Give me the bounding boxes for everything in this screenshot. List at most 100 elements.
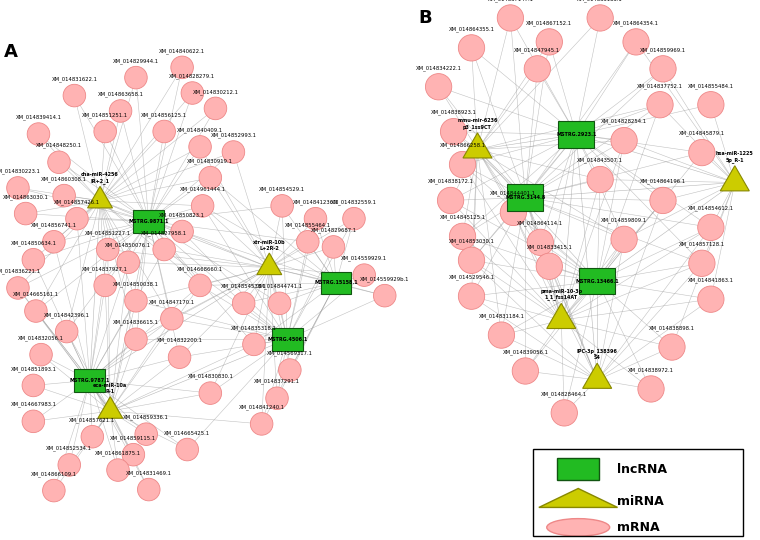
Text: XM_014857128.1: XM_014857128.1 xyxy=(679,241,725,247)
FancyBboxPatch shape xyxy=(74,369,105,392)
Circle shape xyxy=(689,139,715,166)
Text: XM_014665425.1: XM_014665425.1 xyxy=(164,430,211,436)
Text: XM_014855484.1: XM_014855484.1 xyxy=(688,83,734,89)
Text: MSTRG.9787.1: MSTRG.9787.1 xyxy=(70,378,110,383)
Circle shape xyxy=(279,359,301,381)
Text: XM_014836221.1: XM_014836221.1 xyxy=(0,268,41,274)
Text: XM_014850823.1: XM_014850823.1 xyxy=(159,212,205,218)
Text: XM_014866109.1: XM_014866109.1 xyxy=(31,471,77,477)
Text: MSTRG.15158.1: MSTRG.15158.1 xyxy=(314,280,358,285)
FancyBboxPatch shape xyxy=(134,210,164,233)
Text: XM_014859969.1: XM_014859969.1 xyxy=(640,47,686,53)
Text: XM_014851227.1: XM_014851227.1 xyxy=(84,230,131,235)
Text: XM_014857621.1: XM_014857621.1 xyxy=(69,417,116,423)
Circle shape xyxy=(199,382,222,404)
Circle shape xyxy=(65,207,88,230)
Text: XM_014837752.1: XM_014837752.1 xyxy=(637,83,683,89)
Circle shape xyxy=(689,250,715,276)
FancyBboxPatch shape xyxy=(272,328,302,350)
Circle shape xyxy=(138,478,160,501)
Circle shape xyxy=(623,29,649,55)
Text: XM_014828464.1: XM_014828464.1 xyxy=(541,391,587,397)
Circle shape xyxy=(7,177,29,199)
Text: MSTRG.3144.8: MSTRG.3144.8 xyxy=(505,195,546,200)
Text: XM_014852993.1: XM_014852993.1 xyxy=(211,132,256,138)
Polygon shape xyxy=(583,363,612,388)
Text: XM_014841236.1: XM_014841236.1 xyxy=(293,199,338,205)
Text: XM_014829944.1: XM_014829944.1 xyxy=(113,58,159,64)
Circle shape xyxy=(135,423,157,445)
Circle shape xyxy=(125,66,147,89)
Circle shape xyxy=(63,84,86,107)
Text: XM_014830212.1: XM_014830212.1 xyxy=(192,89,239,94)
Circle shape xyxy=(109,100,131,122)
Text: XM_014529546.1: XM_014529546.1 xyxy=(448,274,495,280)
Circle shape xyxy=(611,127,637,154)
Circle shape xyxy=(94,274,116,296)
Circle shape xyxy=(199,166,222,189)
Text: XM_014854612.1: XM_014854612.1 xyxy=(688,206,734,211)
Circle shape xyxy=(171,220,193,243)
Text: XM_014844741.1: XM_014844741.1 xyxy=(257,284,302,289)
Polygon shape xyxy=(539,489,618,508)
Circle shape xyxy=(650,56,676,82)
Circle shape xyxy=(188,274,211,296)
Text: hsa-miR-1225
5p_R-1: hsa-miR-1225 5p_R-1 xyxy=(716,151,754,163)
Text: XM_014854529.1: XM_014854529.1 xyxy=(259,186,306,192)
Circle shape xyxy=(43,231,65,253)
Text: cha-miR-4256
IR+2_1: cha-miR-4256 IR+2_1 xyxy=(81,172,119,184)
Text: XM_014843507.1: XM_014843507.1 xyxy=(577,158,623,164)
Circle shape xyxy=(192,194,214,217)
Circle shape xyxy=(153,120,176,143)
Text: XM_014835318.1: XM_014835318.1 xyxy=(231,325,277,330)
Circle shape xyxy=(204,97,226,120)
Polygon shape xyxy=(463,133,492,158)
Text: XM_014838172.1: XM_014838172.1 xyxy=(428,179,473,184)
Text: mRNA: mRNA xyxy=(616,521,659,534)
Circle shape xyxy=(647,92,673,118)
Text: XM_014863658.1: XM_014863658.1 xyxy=(97,91,144,97)
Text: XM_014559929b.1: XM_014559929b.1 xyxy=(360,276,410,282)
Text: XM_014828254.1: XM_014828254.1 xyxy=(601,119,648,124)
Text: XM_014859809.1: XM_014859809.1 xyxy=(601,218,648,223)
Text: XM_014838972.1: XM_014838972.1 xyxy=(628,367,674,373)
FancyBboxPatch shape xyxy=(508,184,543,211)
Text: XM_014856741.1: XM_014856741.1 xyxy=(31,222,77,228)
Circle shape xyxy=(271,194,293,217)
Text: xtr-miR-10b
L+2R-2: xtr-miR-10b L+2R-2 xyxy=(253,240,286,251)
Circle shape xyxy=(30,343,52,366)
FancyBboxPatch shape xyxy=(559,122,594,148)
Circle shape xyxy=(22,374,45,397)
Circle shape xyxy=(242,333,265,356)
Text: XM_014859336.1: XM_014859336.1 xyxy=(123,415,169,420)
Circle shape xyxy=(153,238,176,261)
Polygon shape xyxy=(98,397,122,418)
Text: XM_014842396.1: XM_014842396.1 xyxy=(43,312,90,318)
Circle shape xyxy=(48,151,70,173)
Circle shape xyxy=(500,199,527,226)
Text: XM_014833183.1: XM_014833183.1 xyxy=(578,0,623,2)
Circle shape xyxy=(7,276,29,299)
Text: XM_014866258.1: XM_014866258.1 xyxy=(439,143,486,148)
Circle shape xyxy=(527,229,553,255)
Text: XM_014848250.1: XM_014848250.1 xyxy=(36,143,82,148)
Circle shape xyxy=(304,207,327,230)
Text: XM_014833415.1: XM_014833415.1 xyxy=(527,245,572,250)
Circle shape xyxy=(458,283,485,309)
Text: XM_014844401.1: XM_014844401.1 xyxy=(490,191,537,196)
Circle shape xyxy=(449,151,476,178)
Circle shape xyxy=(171,56,193,79)
Text: XM_014832559.1: XM_014832559.1 xyxy=(331,199,377,205)
Text: XM_014830830.1: XM_014830830.1 xyxy=(188,374,233,379)
Text: XM_014864355.1: XM_014864355.1 xyxy=(448,26,495,32)
Text: XM_014850634.1: XM_014850634.1 xyxy=(11,240,56,246)
Circle shape xyxy=(188,136,211,158)
Text: XM_014852534.1: XM_014852534.1 xyxy=(46,446,92,451)
Circle shape xyxy=(512,358,539,384)
Text: XM_014839056.1: XM_014839056.1 xyxy=(502,349,549,355)
Text: XM_014831184.1: XM_014831184.1 xyxy=(479,313,524,319)
Polygon shape xyxy=(87,186,112,208)
Circle shape xyxy=(117,251,140,274)
Polygon shape xyxy=(546,303,576,328)
Circle shape xyxy=(125,289,147,312)
